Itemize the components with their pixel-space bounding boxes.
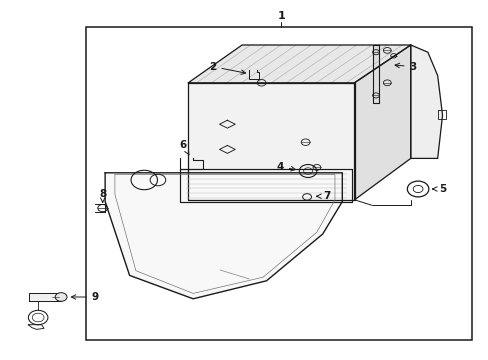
Polygon shape — [29, 293, 61, 301]
Text: 4: 4 — [276, 162, 295, 172]
Text: 8: 8 — [99, 189, 106, 202]
Text: 7: 7 — [316, 191, 330, 201]
Polygon shape — [188, 83, 354, 200]
Text: 5: 5 — [432, 184, 445, 194]
Text: 3: 3 — [394, 62, 416, 72]
Polygon shape — [410, 45, 442, 158]
Polygon shape — [354, 45, 410, 200]
Text: 2: 2 — [209, 62, 245, 75]
Polygon shape — [188, 45, 410, 83]
Text: 1: 1 — [277, 11, 285, 21]
Text: 9: 9 — [71, 292, 99, 302]
Polygon shape — [180, 169, 351, 202]
Text: 6: 6 — [180, 140, 189, 155]
Circle shape — [55, 293, 67, 301]
Polygon shape — [105, 173, 342, 299]
Polygon shape — [372, 45, 379, 103]
Bar — [85, 27, 471, 340]
